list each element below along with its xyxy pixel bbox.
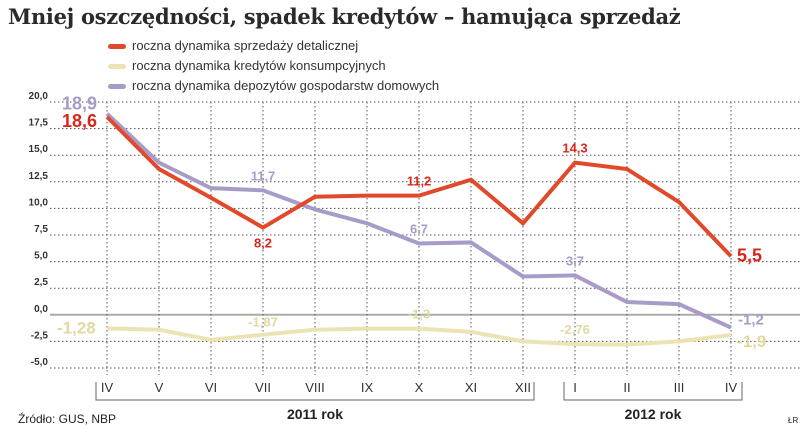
y-tick-label: 20,0 — [29, 91, 49, 102]
legend-item-sales: roczna dynamika sprzedaży detalicznej — [108, 36, 439, 56]
year-bracket — [95, 382, 535, 401]
x-tick-label: V — [155, 380, 164, 395]
x-tick-label: VIII — [305, 380, 325, 395]
y-tick-label: 15,0 — [29, 144, 49, 155]
x-tick-label: I — [573, 380, 577, 395]
x-tick-label: IV — [101, 380, 114, 395]
author-initials: ŁR — [788, 416, 799, 425]
year-label: 2012 rok — [625, 406, 682, 422]
legend: roczna dynamika sprzedaży detalicznej ro… — [108, 36, 439, 96]
x-tick-label: VI — [205, 380, 217, 395]
legend-item-deposits: roczna dynamika depozytów gospodarstw do… — [108, 76, 439, 96]
data-label: 6,7 — [410, 222, 428, 237]
data-label: -1,87 — [248, 315, 278, 330]
x-tick-label: X — [415, 380, 424, 395]
data-label: -1,9 — [737, 332, 766, 351]
data-label: -1,2 — [738, 312, 764, 329]
y-tick-label: 7,5 — [34, 224, 48, 235]
x-tick-label: VII — [255, 380, 271, 395]
y-tick-label: 0,0 — [34, 304, 48, 315]
data-label: 11,7 — [251, 168, 276, 183]
y-tick-label: 5,0 — [34, 251, 48, 262]
data-label: 8,2 — [254, 236, 272, 251]
legend-label-credits: roczna dynamika kredytów konsumpcyjnych — [132, 58, 386, 73]
data-label: 3,7 — [566, 253, 584, 268]
data-label: -1,3 — [408, 307, 430, 322]
data-label: 18,9 — [62, 94, 97, 114]
y-tick-label: -5,0 — [31, 357, 49, 368]
legend-label-sales: roczna dynamika sprzedaży detalicznej — [132, 38, 359, 53]
data-label: -1,28 — [57, 318, 96, 337]
y-tick-label: -2,5 — [31, 330, 49, 341]
legend-label-deposits: roczna dynamika depozytów gospodarstw do… — [132, 78, 440, 93]
legend-swatch-credits — [108, 63, 126, 69]
data-label: 5,5 — [737, 245, 762, 265]
legend-swatch-deposits — [108, 83, 126, 89]
y-tick-label: 17,5 — [29, 118, 49, 129]
data-label: -2,76 — [560, 322, 590, 337]
x-tick-label: XI — [465, 380, 477, 395]
y-tick-label: 2,5 — [34, 277, 48, 288]
chart-title: Mniej oszczędności, spadek kredytów – ha… — [8, 4, 681, 29]
x-tick-label: XII — [515, 380, 531, 395]
y-tick-label: 10,0 — [29, 197, 49, 208]
data-label: 18,6 — [62, 111, 97, 131]
source-note: Źródło: GUS, NBP — [18, 412, 117, 426]
year-label: 2011 rok — [287, 406, 343, 422]
x-tick-label: IV — [725, 380, 738, 395]
x-tick-label: II — [623, 380, 630, 395]
x-tick-label: IX — [361, 380, 374, 395]
y-tick-label: 12,5 — [29, 171, 49, 182]
year-bracket — [563, 382, 743, 401]
data-label: 11,2 — [407, 174, 432, 189]
x-tick-label: III — [674, 380, 685, 395]
legend-item-credits: roczna dynamika kredytów konsumpcyjnych — [108, 56, 439, 76]
legend-swatch-sales — [108, 43, 126, 49]
data-label: 14,3 — [562, 141, 587, 156]
